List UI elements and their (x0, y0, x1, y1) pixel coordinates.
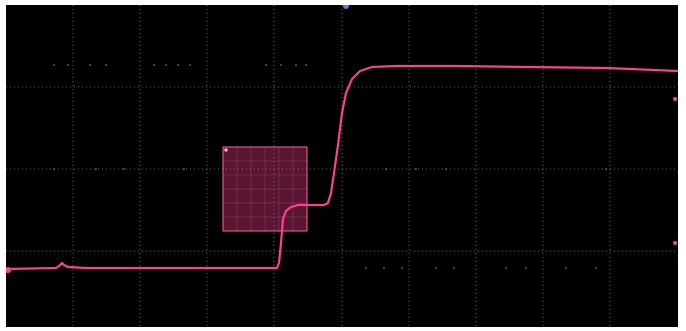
channel-level-marker-icon[interactable] (6, 267, 11, 273)
trigger-position-marker-icon[interactable] (343, 5, 349, 9)
mask-region[interactable] (222, 146, 308, 232)
mask-corner-handle-icon[interactable] (224, 148, 228, 152)
oscilloscope-display (6, 5, 678, 327)
graticule-dots (53, 64, 607, 269)
oscilloscope-graticule-svg (6, 5, 678, 327)
channel-level-marker-icon[interactable] (673, 241, 677, 245)
waveform-trace (6, 64, 678, 271)
channel-level-marker-icon[interactable] (673, 97, 677, 101)
graticule-grid (6, 5, 678, 327)
